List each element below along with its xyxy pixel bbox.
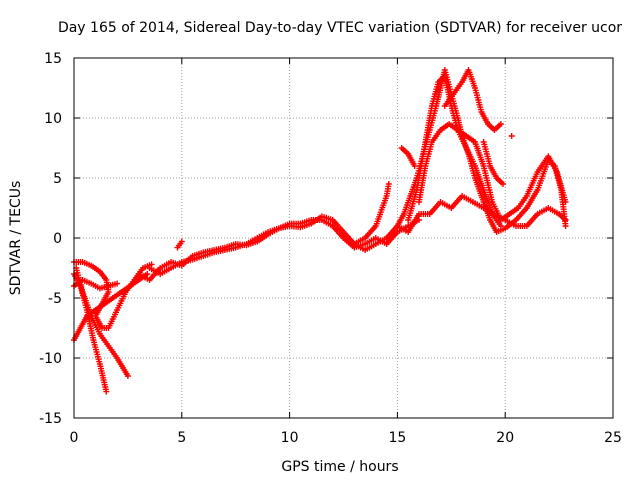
y-tick-label: 5: [53, 171, 62, 187]
series-track-16: [508, 133, 515, 139]
data-point: [114, 280, 121, 287]
y-tick-label: -5: [48, 291, 62, 307]
series-track-8: [174, 238, 185, 251]
y-tick-label: 0: [53, 231, 62, 247]
chart-title: Day 165 of 2014, Sidereal Day-to-day VTE…: [58, 20, 622, 36]
series-track-15: [480, 139, 507, 187]
data-point: [385, 181, 392, 187]
data-point: [124, 373, 131, 379]
series-track-14: [398, 145, 418, 169]
data-point: [508, 133, 515, 139]
x-axis-label: GPS time / hours: [281, 459, 398, 475]
x-tick-label: 15: [388, 430, 406, 446]
y-tick-label: 10: [44, 111, 62, 127]
x-tick-label: 25: [604, 430, 622, 446]
series-track-12: [416, 121, 569, 223]
data-point: [103, 388, 110, 395]
y-tick-label: -15: [39, 411, 62, 427]
marks-layer: [71, 67, 569, 395]
y-tick-label: 15: [44, 51, 62, 67]
x-tick-label: 10: [281, 430, 299, 446]
series-track-13: [441, 67, 504, 133]
data-point: [497, 223, 504, 229]
series-track-9: [340, 181, 392, 247]
series-track-11: [405, 73, 504, 229]
x-tick-label: 5: [177, 430, 186, 446]
data-point: [411, 163, 418, 169]
ticks-layer: 0 5 10 15 20 25 -15 -10 -5 0 5 10 15: [39, 51, 622, 446]
grid-layer: [74, 58, 613, 418]
data-point: [178, 238, 185, 245]
x-tick-label: 20: [496, 430, 514, 446]
y-tick-label: -10: [39, 351, 62, 367]
x-tick-label: 0: [70, 430, 79, 446]
data-point: [500, 181, 507, 187]
data-point: [415, 217, 422, 223]
data-point: [562, 199, 569, 205]
data-point: [497, 121, 504, 127]
series-track-4: [71, 259, 155, 331]
data-point: [562, 223, 569, 229]
y-axis-label: SDTVAR / TECUs: [8, 181, 24, 296]
